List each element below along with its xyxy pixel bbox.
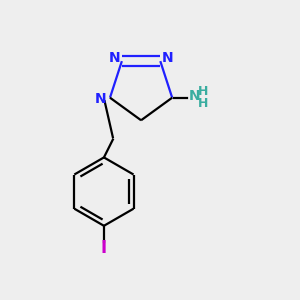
Text: H: H — [198, 97, 208, 110]
Text: N: N — [109, 51, 120, 64]
Text: I: I — [101, 239, 107, 257]
Text: N: N — [95, 92, 106, 106]
Text: H: H — [198, 85, 208, 98]
Text: N: N — [189, 89, 200, 103]
Text: N: N — [162, 51, 173, 64]
